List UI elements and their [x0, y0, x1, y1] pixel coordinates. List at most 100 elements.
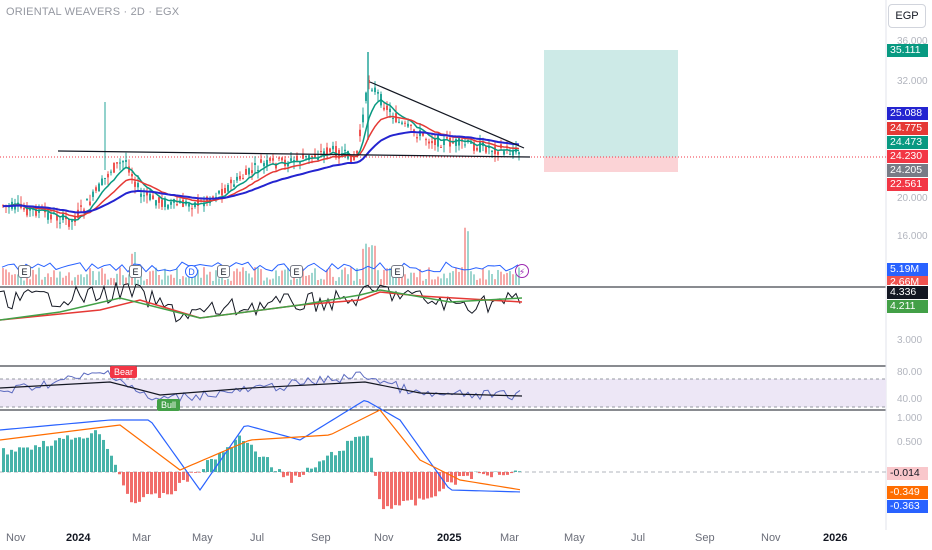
macd-hist-label: -0.014 [887, 467, 928, 480]
volume-bar [380, 279, 382, 285]
rsi-axis-top: 80.00 [897, 367, 923, 378]
bear-tag: Bear [110, 366, 138, 378]
candle-body [248, 168, 250, 175]
volume-bar [188, 274, 190, 285]
candle-body [449, 137, 451, 147]
candle-body [287, 163, 289, 167]
macd-histogram-bar [434, 472, 437, 497]
volume-bar [353, 280, 355, 285]
candle-body [296, 155, 298, 161]
candle-body [170, 202, 172, 205]
macd-histogram-bar [146, 472, 149, 495]
macd-histogram-bar [314, 467, 317, 472]
volume-bar [32, 269, 34, 285]
candle-body [38, 210, 40, 213]
candle-body [281, 157, 283, 161]
candle-body [326, 147, 328, 155]
macd-histogram-bar [14, 451, 17, 472]
macd-histogram-bar [78, 437, 81, 472]
currency-button[interactable]: EGP [888, 4, 926, 28]
candle-body [455, 139, 457, 146]
time-axis-label: 2025 [437, 532, 462, 544]
macd-histogram-bar [162, 472, 165, 493]
macd-histogram-bar [58, 437, 61, 472]
volume-bar [416, 277, 418, 285]
macd-histogram-bar [466, 472, 469, 476]
volume-bar [335, 280, 337, 285]
volume-bar [266, 277, 268, 285]
volume-bar [257, 267, 259, 285]
macd-histogram-bar [26, 447, 29, 472]
macd-histogram-bar [150, 472, 153, 495]
macd-histogram-bar [154, 472, 157, 494]
volume-bar [95, 280, 97, 285]
macd-histogram-bar [302, 472, 305, 475]
macd-histogram-bar [50, 445, 53, 472]
macd-histogram-bar [2, 448, 5, 472]
volume-bar [281, 270, 283, 285]
volume-bar [338, 277, 340, 285]
volume-bar [464, 227, 466, 285]
volume-bar [59, 271, 61, 285]
volume-bar [194, 269, 196, 285]
candle-body [137, 182, 139, 188]
macd-axis-tick: 0.500 [897, 437, 923, 448]
macd-histogram-bar [402, 472, 405, 502]
bull-tag: Bull [157, 399, 181, 411]
time-axis-label: Nov [6, 532, 26, 544]
volume-bar [269, 279, 271, 285]
macd-histogram-bar [298, 472, 301, 477]
candle-body [269, 158, 271, 161]
macd-histogram-bar [510, 472, 513, 474]
indicator-axis-tick: 3.000 [897, 335, 923, 346]
macd-histogram-bar [186, 472, 189, 482]
candle-body [392, 117, 394, 120]
candle-body [416, 137, 418, 139]
time-axis-label: May [192, 532, 213, 544]
volume-bar [407, 278, 409, 285]
lightning-icon[interactable]: ⚡ [515, 264, 529, 278]
volume-bar [371, 245, 373, 285]
volume-bar [50, 277, 52, 285]
macd-histogram-bar [386, 472, 389, 507]
volume-bar [143, 280, 145, 285]
candle-body [197, 198, 199, 206]
macd-histogram-bar [438, 472, 441, 492]
earnings-event-marker[interactable]: E [290, 265, 303, 278]
earnings-event-marker[interactable]: E [391, 265, 404, 278]
volume-bar [296, 278, 298, 285]
candle-body [308, 155, 310, 161]
candle-body [71, 220, 73, 222]
volume-bar [263, 280, 265, 285]
volume-bar [80, 274, 82, 285]
volume-bar [200, 277, 202, 285]
volume-bar [230, 280, 232, 285]
macd-histogram-bar [270, 467, 273, 472]
ma-red-price-label: 24.775 [887, 122, 928, 135]
candle-body [116, 162, 118, 164]
volume-bar [368, 247, 370, 285]
earnings-event-marker[interactable]: E [18, 265, 31, 278]
volume-bar [419, 269, 421, 285]
volume-bar [29, 279, 31, 285]
price-axis-tick: 20.000 [897, 193, 928, 204]
macd-histogram-bar [94, 430, 97, 472]
last-price-label: 24.230 [887, 150, 928, 163]
time-axis-label: Nov [374, 532, 394, 544]
volume-bar [428, 267, 430, 285]
dividend-event-marker[interactable]: D [185, 265, 198, 278]
volume-bar [236, 268, 238, 285]
candle-body [203, 202, 205, 207]
earnings-event-marker[interactable]: E [217, 265, 230, 278]
volume-bar [23, 280, 25, 285]
macd-histogram-bar [98, 434, 101, 472]
volume-bar [155, 267, 157, 285]
macd-histogram-bar [182, 472, 185, 481]
volume-bar [191, 272, 193, 285]
macd-histogram-bar [502, 472, 505, 476]
volume-bar [395, 275, 397, 285]
macd-histogram-bar [334, 455, 337, 472]
earnings-event-marker[interactable]: E [129, 265, 142, 278]
